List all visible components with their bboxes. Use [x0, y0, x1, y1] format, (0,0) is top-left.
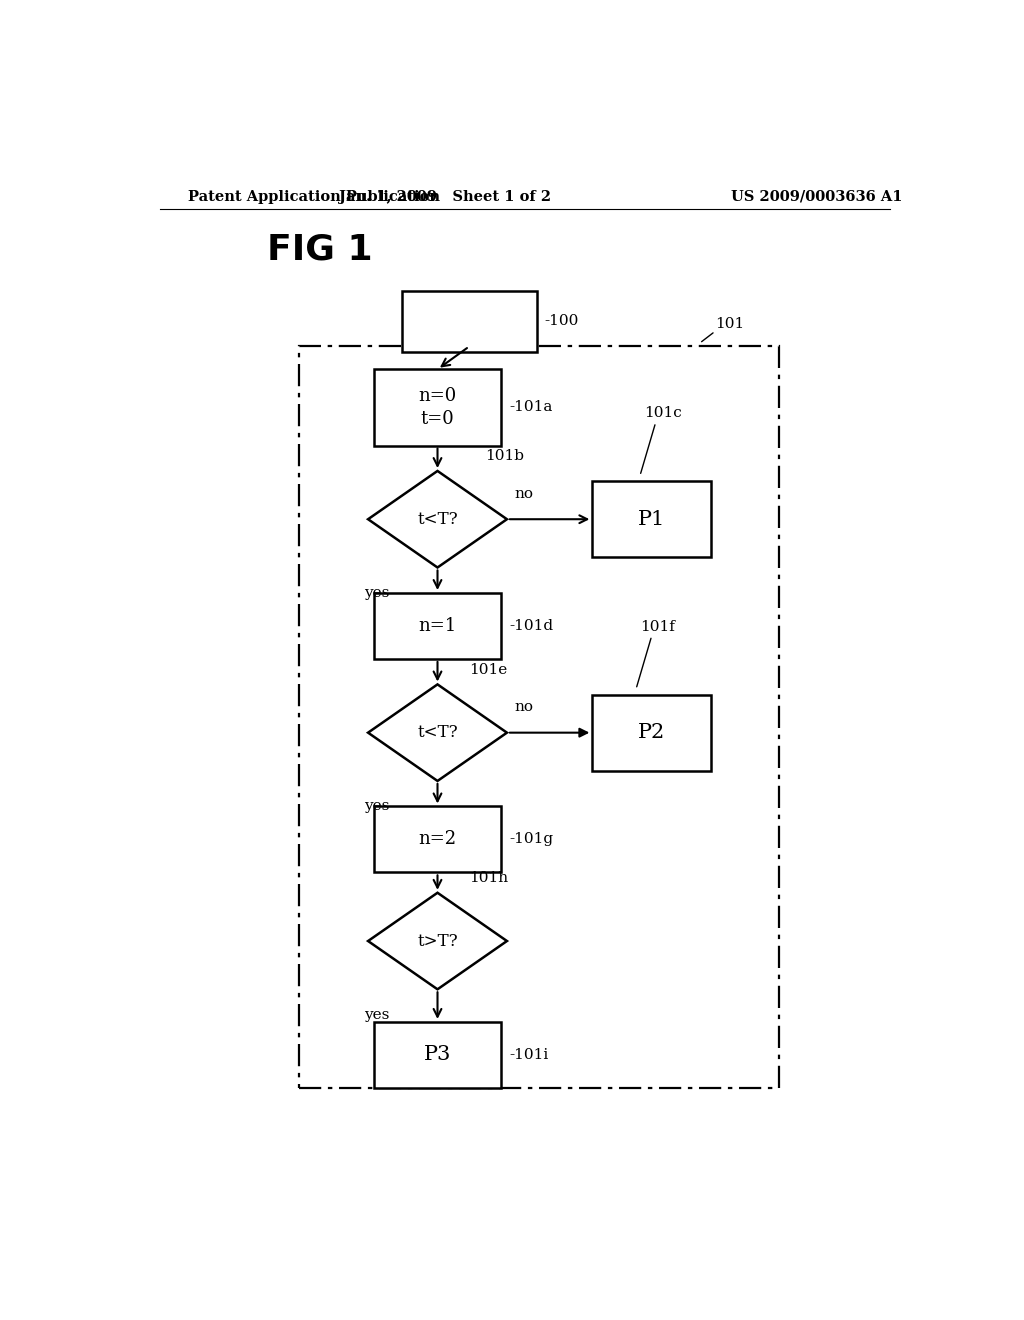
Text: 101c: 101c — [644, 407, 682, 420]
Text: no: no — [515, 701, 534, 714]
Bar — [299, 346, 778, 1089]
Bar — [374, 370, 501, 446]
Text: Patent Application Publication: Patent Application Publication — [187, 190, 439, 203]
Text: n=0
t=0: n=0 t=0 — [419, 387, 457, 428]
Text: P1: P1 — [638, 510, 666, 529]
Text: -101g: -101g — [509, 833, 553, 846]
Text: 101h: 101h — [469, 871, 508, 886]
Text: no: no — [515, 487, 534, 500]
Text: yes: yes — [365, 586, 389, 599]
Text: t<T?: t<T? — [417, 725, 458, 741]
Bar — [592, 694, 712, 771]
Bar — [401, 290, 537, 351]
Text: 101e: 101e — [469, 663, 508, 677]
Text: P3: P3 — [424, 1045, 452, 1064]
Polygon shape — [368, 471, 507, 568]
Text: -101i: -101i — [509, 1048, 548, 1061]
Text: yes: yes — [365, 800, 389, 813]
Text: n=1: n=1 — [419, 616, 457, 635]
Text: -101a: -101a — [509, 400, 552, 414]
Text: 101: 101 — [715, 317, 744, 331]
Text: Jan. 1, 2009   Sheet 1 of 2: Jan. 1, 2009 Sheet 1 of 2 — [339, 190, 552, 203]
Text: 101f: 101f — [640, 619, 675, 634]
Text: yes: yes — [365, 1007, 389, 1022]
Text: -101d: -101d — [509, 619, 553, 634]
Text: 101b: 101b — [485, 449, 524, 463]
Polygon shape — [368, 892, 507, 989]
Text: t>T?: t>T? — [417, 932, 458, 949]
Text: t<T?: t<T? — [417, 511, 458, 528]
Text: -100: -100 — [545, 314, 579, 329]
Polygon shape — [368, 684, 507, 781]
Text: US 2009/0003636 A1: US 2009/0003636 A1 — [731, 190, 902, 203]
Bar — [592, 480, 712, 557]
Bar — [374, 1022, 501, 1088]
Text: FIG 1: FIG 1 — [267, 232, 373, 267]
Bar — [374, 593, 501, 659]
Text: P2: P2 — [638, 723, 666, 742]
Text: n=2: n=2 — [419, 830, 457, 849]
Bar — [374, 807, 501, 873]
